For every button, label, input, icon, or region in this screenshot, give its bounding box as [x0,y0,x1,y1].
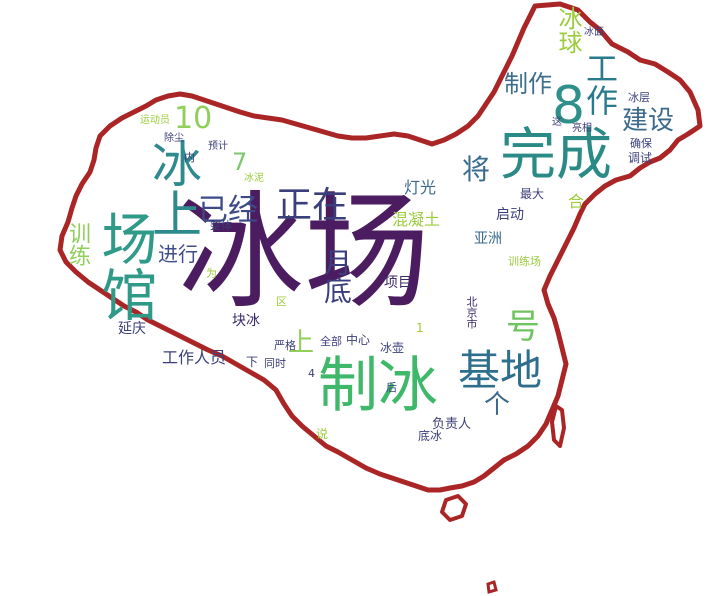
word-zhizuo: 制作 [504,70,552,98]
word-bingceng: 冰层 [628,91,650,104]
word-beijingshi: 北京市 [465,296,478,329]
word-yuji: 预计 [208,141,228,152]
word-bingshang: 冰上 [144,138,202,238]
word-hunningtu: 混凝土 [392,210,441,229]
word-hou: 后 [386,381,397,394]
word-yazhou: 亚洲 [474,231,502,247]
word-qu: 区 [276,295,287,308]
word-4: 4 [308,367,315,380]
word-tongshi: 同时 [264,357,286,370]
word-jianshe: 建设 [622,106,675,136]
word-bingni: 冰泥 [244,173,264,184]
word-shang: 上 [288,328,315,358]
word-xia: 下 [246,355,259,369]
word-qidong: 启动 [496,207,524,223]
word-gongzuorenyuan: 工作人员 [162,348,227,367]
word-yuedi: 月底 [320,248,353,304]
word-ge: 个 [484,390,511,420]
word-jinxing: 进行 [158,242,198,266]
word-zhengzai: 正在 [276,185,349,226]
word-quanbu: 全部 [320,335,342,348]
word-nei: 内 [184,151,195,164]
word-zuida: 最大 [520,187,545,201]
word-shuo: 说 [316,427,329,441]
word-fuzeren: 负责人 [432,417,472,432]
word-jiang: 将 [462,153,491,186]
word-dibing: 底冰 [418,429,443,443]
word-xunlianchang: 训练场 [508,255,541,268]
word-8: 8 [552,76,586,136]
word-he: 合 [568,192,585,211]
island-speck [486,580,498,594]
word-bingqiu: 冰球 [554,6,582,54]
word-10: 10 [174,101,213,136]
word-bingchang: 冰场 [178,179,430,326]
word-zhongxin: 中心 [346,333,371,347]
word-yanqing: 延庆 [118,321,146,337]
word-yijing: 已经 [198,193,258,228]
word-hao: 号 [506,307,540,347]
hainan-outline [440,494,468,522]
word-bingmian: 冰面 [584,27,604,38]
word-quebao: 确保 [630,137,652,150]
word-yundongyuan: 运动员 [140,115,170,126]
word-liangxiang: 亮相 [572,123,592,134]
mainland-outline [57,1,703,493]
word-wei: 为 [206,267,217,280]
word-wancheng: 完成 [500,123,612,188]
word-gongzuo: 工作 [581,52,619,116]
word-kuaibing: 块冰 [232,313,260,329]
word-chuchen: 除尘 [164,133,184,144]
word-zhengti: 整体 [210,219,232,232]
word-yange: 严格 [274,339,296,352]
word-bingtu: 冰壶 [380,341,405,355]
word-7: 7 [232,148,248,176]
word-xunlian: 训练 [65,222,90,266]
word-zhe: 这 [552,117,562,128]
taiwan-outline [550,404,566,448]
word-1: 1 [416,321,424,335]
word-xiangmu: 项目 [384,275,412,291]
word-zhibing: 制冰 [318,351,438,421]
word-tiaoshi: 调试 [628,151,653,165]
word-jidi: 基地 [458,346,543,395]
word-dengguang: 灯光 [404,178,437,197]
word-changguan: 场馆 [92,210,157,322]
